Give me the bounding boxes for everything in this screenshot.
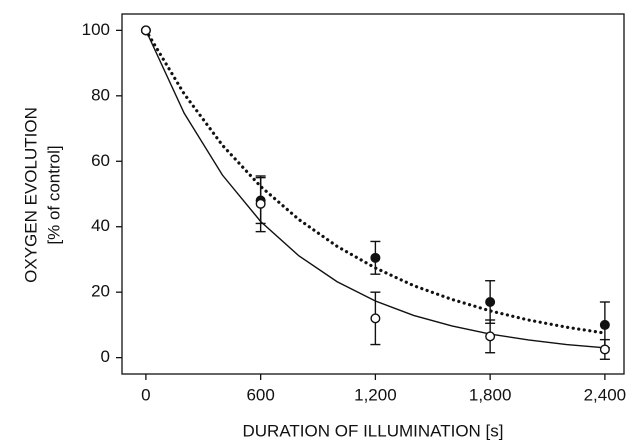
y-tick-label: 80	[91, 85, 110, 104]
x-tick-label: 1,200	[354, 385, 397, 404]
y-tick-label: 40	[91, 216, 110, 235]
data-point	[370, 252, 381, 263]
y-axis-label: [% of control]	[44, 145, 63, 244]
data-point	[140, 25, 151, 36]
fit-curve	[144, 28, 607, 335]
data-point	[599, 319, 610, 330]
data-point	[255, 198, 266, 209]
x-tick-label: 0	[141, 385, 150, 404]
x-axis-label: DURATION OF ILLUMINATION [s]	[243, 421, 504, 440]
x-tick-label: 2,400	[584, 385, 627, 404]
x-tick-label: 1,800	[469, 385, 512, 404]
y-tick-label: 20	[91, 282, 110, 301]
y-tick-label: 100	[82, 20, 110, 39]
y-axis-label: OXYGEN EVOLUTION	[21, 107, 40, 283]
data-point	[599, 344, 610, 355]
data-point	[485, 297, 496, 308]
plot-frame	[121, 13, 625, 375]
data-point	[485, 331, 496, 342]
data-point	[370, 313, 381, 324]
y-tick-label: 60	[91, 151, 110, 170]
y-tick-label: 0	[101, 347, 110, 366]
x-tick-label: 600	[246, 385, 274, 404]
